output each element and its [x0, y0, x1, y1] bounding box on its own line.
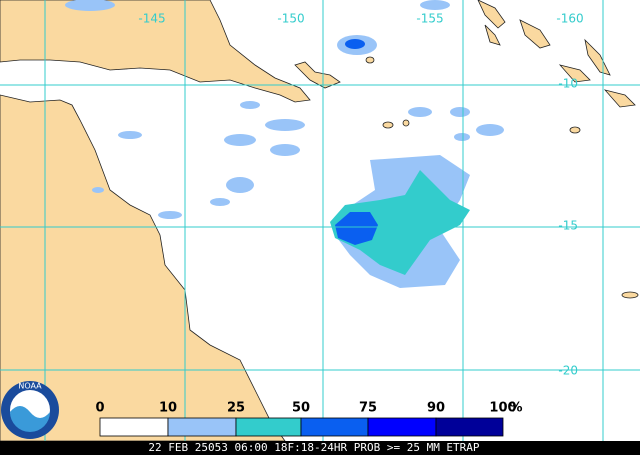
legend-swatch	[300, 417, 369, 437]
precip-10-25	[158, 211, 182, 219]
latitude-label: -10	[558, 77, 578, 91]
legend-tick: 25	[227, 401, 245, 416]
solomons	[484, 19, 636, 108]
legend-tick: 10	[159, 401, 177, 416]
graticule: -145 -150 -155 -160 -10 -15 -20	[0, 0, 640, 441]
island	[569, 126, 581, 134]
longitude-label: -155	[416, 12, 443, 26]
precip-50-75	[335, 212, 378, 245]
precip-10-25	[452, 174, 468, 182]
precip-10-25	[118, 131, 142, 139]
precip-10-25	[420, 0, 450, 10]
bougainville	[477, 0, 506, 29]
longitude-label: -145	[138, 12, 165, 26]
latitude-label: -15	[558, 219, 578, 233]
logo-text: NOAA	[18, 382, 42, 391]
footer-text: 22 FEB 25053 06:00 18F:18-24HR PROB >= 2…	[148, 441, 480, 454]
legend-tick: 75	[359, 401, 377, 416]
new-britain	[294, 61, 341, 89]
legend: 0 10 25 50 75 90 100%	[95, 401, 523, 437]
legend-swatch	[435, 417, 504, 437]
precip-areas	[65, 0, 504, 288]
longitude-label: -150	[277, 12, 304, 26]
legend-tick: 50	[292, 401, 310, 416]
precip-10-25	[65, 0, 115, 11]
precip-10-25	[450, 107, 470, 117]
precip-10-25	[476, 124, 504, 136]
legend-tick: 0	[95, 401, 104, 416]
precip-10-25	[210, 198, 230, 206]
island	[365, 56, 375, 64]
noaa-logo: NOAA	[1, 381, 59, 439]
precip-10-25	[92, 187, 104, 193]
precip-10-25	[265, 119, 305, 131]
australia	[0, 94, 286, 442]
new-guinea	[0, 0, 311, 103]
latitude-label: -20	[558, 364, 578, 378]
precip-10-25	[408, 107, 432, 117]
longitude-label: -160	[556, 12, 583, 26]
island	[402, 119, 410, 127]
legend-unit: %	[509, 401, 522, 416]
precip-25-50	[330, 170, 470, 275]
precip-10-25	[240, 101, 260, 109]
legend-swatch	[367, 417, 437, 437]
precip-50-75	[345, 39, 365, 49]
legend-swatch	[235, 417, 302, 437]
legend-swatch	[167, 417, 237, 437]
precip-10-25	[226, 177, 254, 193]
precip-10-25	[270, 144, 300, 156]
precip-10-25	[224, 134, 256, 146]
precip-10-25	[454, 133, 470, 141]
legend-tick: 100	[489, 401, 516, 416]
footer-bar	[0, 441, 640, 455]
island	[382, 121, 394, 129]
island	[621, 291, 639, 299]
legend-swatch	[99, 417, 169, 437]
legend-tick: 90	[427, 401, 445, 416]
